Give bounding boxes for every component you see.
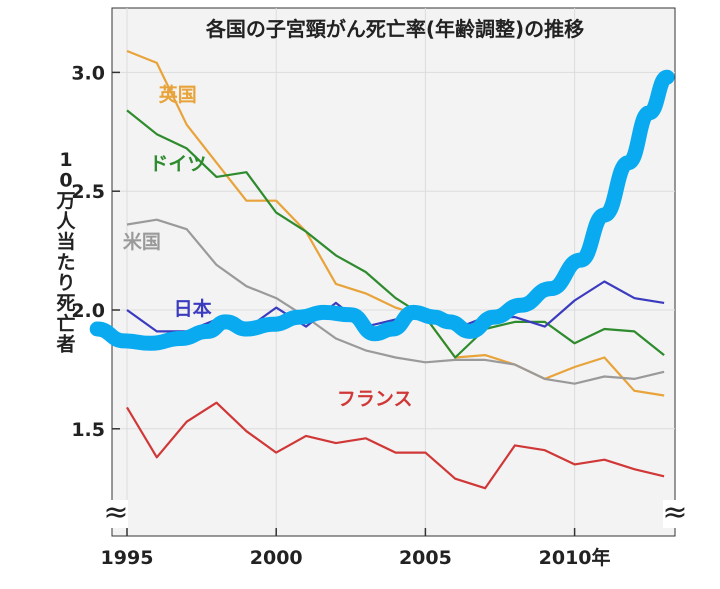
gridlines [112,8,675,536]
overlay-stroke [89,69,675,351]
x-tick-label: 2000 [250,547,303,569]
axis-break-background [104,500,128,528]
x-tick-label: 1995 [101,547,154,569]
y-axis-label-char: た [56,252,75,274]
y-tick-label: 2.5 [71,181,105,203]
y-axis-label-char: 当 [56,230,75,253]
y-axis-label-char: り [56,272,75,294]
series-label: フランス [337,388,413,410]
y-axis-label-char: 亡 [56,312,75,335]
y-axis-label-char: 死 [56,293,75,315]
series-label: 日本 [174,297,212,320]
y-axis-label-char: 者 [56,334,75,356]
series-label: 米国 [123,230,161,253]
chart-title: 各国の子宮頸がん死亡率(年齢調整)の推移 [205,17,584,41]
y-axis-label-char: 1 [59,149,72,171]
x-tick-label: 2005 [399,547,452,569]
axis-break-background [663,500,687,528]
overlay-group [89,69,675,351]
y-tick-label: 1.5 [71,419,105,441]
series-label: ドイツ [149,153,206,175]
x-tick-label: 2010年 [539,546,611,569]
y-axis-ticks: 3.0 2.5 2.0 1.5 [71,62,120,441]
y-axis-label-char: 0 [59,170,72,192]
y-axis-label-char: 万 [55,190,75,212]
axis-break-right: ≈ [662,495,687,530]
y-tick-label: 3.0 [71,62,105,84]
series-label: 英国 [159,83,197,106]
y-tick-label: 2.0 [71,300,105,322]
plot-area [111,7,676,537]
y-axis-label-char: 人 [56,211,76,233]
x-axis-ticks: 1995 2000 2005 2010年 [101,528,611,569]
axis-break-left: ≈ [103,495,128,530]
